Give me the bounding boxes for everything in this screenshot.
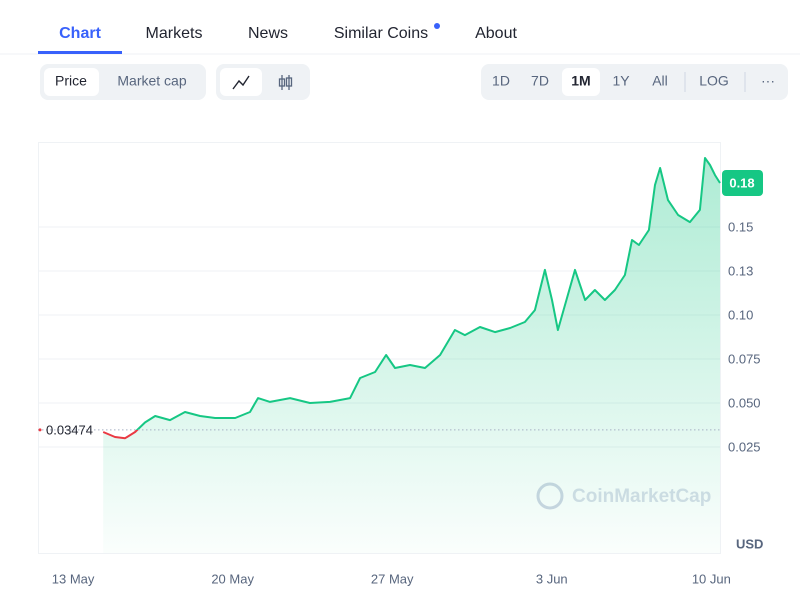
range-button[interactable]: LOG [699, 73, 729, 89]
tab[interactable]: Chart [59, 25, 101, 42]
range-button[interactable]: 1D [492, 73, 510, 89]
tab[interactable]: Markets [146, 25, 203, 42]
currency-label: USD [736, 536, 763, 551]
range-button[interactable]: 1M [571, 73, 590, 89]
x-tick-label: 20 May [211, 571, 254, 586]
line-icon[interactable] [232, 75, 250, 90]
range-button[interactable]: 1Y [612, 73, 630, 89]
y-tick-label: 0.075 [728, 351, 761, 366]
current-price-label: 0.18 [729, 175, 754, 190]
price-line [102, 157, 721, 440]
plot-frame [38, 142, 721, 554]
active-range [562, 68, 600, 96]
price-area [103, 158, 721, 553]
range-button[interactable]: All [652, 73, 668, 89]
x-tick-label: 13 May [52, 571, 95, 586]
y-tick-label: 0.13 [728, 263, 753, 278]
notification-dot [434, 23, 440, 29]
y-tick-label: 0.025 [728, 439, 761, 454]
tab[interactable]: Similar Coins [334, 25, 428, 42]
x-tick-label: 3 Jun [536, 571, 568, 586]
x-tick-label: 27 May [371, 571, 414, 586]
range-group [481, 64, 788, 100]
range-button[interactable]: ··· [761, 73, 775, 89]
active-tab-underline [38, 51, 122, 54]
y-tick-label: 0.10 [728, 307, 753, 322]
range-button[interactable]: 7D [531, 73, 549, 89]
x-tick-label: 10 Jun [692, 571, 731, 586]
y-tick-label: 0.15 [728, 219, 753, 234]
candle-icon[interactable] [278, 75, 293, 90]
toggle-button[interactable]: Market cap [117, 73, 186, 89]
tab[interactable]: News [248, 25, 288, 42]
active-toggle [44, 68, 99, 96]
tab[interactable]: About [475, 25, 517, 42]
reference-label: 0.03474 [46, 422, 93, 437]
active-chart-type [220, 68, 262, 96]
toggle-button[interactable]: Price [55, 73, 87, 89]
reference-dot [38, 428, 42, 432]
y-tick-label: 0.050 [728, 395, 761, 410]
current-price-badge [722, 170, 763, 196]
